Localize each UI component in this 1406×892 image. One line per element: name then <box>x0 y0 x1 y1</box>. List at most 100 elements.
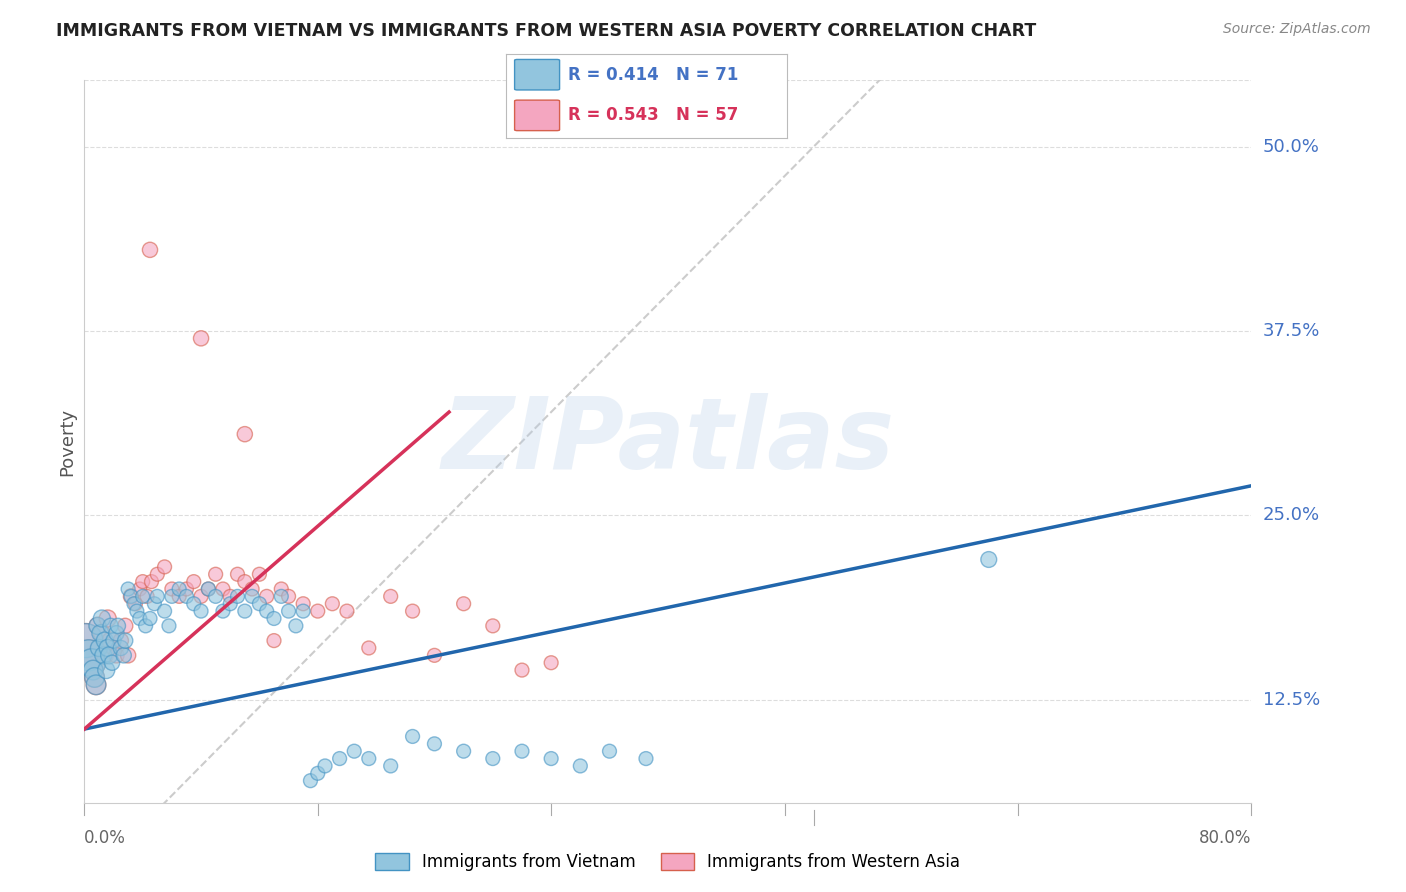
Text: 50.0%: 50.0% <box>1263 137 1320 155</box>
Point <box>80 656 103 670</box>
Point <box>270 582 292 596</box>
Point <box>128 611 150 625</box>
Text: 25.0%: 25.0% <box>1263 507 1320 524</box>
Point <box>167 590 190 604</box>
Point <box>380 759 402 773</box>
Point <box>299 773 322 788</box>
Point <box>233 427 256 442</box>
Text: Source: ZipAtlas.com: Source: ZipAtlas.com <box>1223 22 1371 37</box>
Legend: Immigrants from Vietnam, Immigrants from Western Asia: Immigrants from Vietnam, Immigrants from… <box>368 846 967 878</box>
Point <box>122 597 145 611</box>
Point <box>97 640 120 655</box>
Point <box>190 590 212 604</box>
Point <box>240 582 263 596</box>
Point <box>117 648 139 663</box>
Point <box>89 626 111 640</box>
Point <box>135 619 157 633</box>
Point <box>83 670 105 684</box>
Point <box>204 567 226 582</box>
Point <box>453 597 475 611</box>
Point <box>77 648 100 663</box>
Text: R = 0.543   N = 57: R = 0.543 N = 57 <box>568 106 738 124</box>
Point <box>249 597 271 611</box>
Point <box>176 590 198 604</box>
Point <box>160 582 183 596</box>
Point <box>114 633 136 648</box>
Point <box>212 604 235 618</box>
Point <box>226 590 249 604</box>
Point <box>132 574 155 589</box>
Point <box>96 663 118 677</box>
Point <box>146 567 169 582</box>
Point <box>190 604 212 618</box>
Point <box>292 604 315 618</box>
Point <box>101 656 124 670</box>
Point <box>110 633 132 648</box>
Point <box>100 619 122 633</box>
Point <box>256 604 278 618</box>
Point <box>307 604 329 618</box>
Point <box>143 597 166 611</box>
Point <box>87 640 110 655</box>
Point <box>401 730 423 744</box>
Point <box>226 567 249 582</box>
Point <box>120 590 142 604</box>
Point <box>153 560 176 574</box>
Point <box>86 619 108 633</box>
Point <box>124 597 146 611</box>
Point <box>219 590 242 604</box>
Point <box>343 744 366 758</box>
Point <box>97 611 120 625</box>
Point <box>599 744 621 758</box>
Point <box>103 640 125 655</box>
Point <box>329 751 352 765</box>
Point <box>87 640 110 655</box>
Point <box>82 663 104 677</box>
Point <box>114 619 136 633</box>
Point <box>98 648 121 663</box>
Point <box>86 619 108 633</box>
Point <box>80 656 103 670</box>
Point <box>75 633 97 648</box>
Point <box>84 678 107 692</box>
Point <box>83 670 105 684</box>
Point <box>204 590 226 604</box>
Point <box>117 582 139 596</box>
Point <box>132 590 155 604</box>
Point <box>110 640 132 655</box>
Point <box>128 582 150 596</box>
Point <box>453 744 475 758</box>
Point <box>233 604 256 618</box>
Point <box>82 663 104 677</box>
Point <box>510 744 533 758</box>
Point <box>136 590 159 604</box>
Point <box>482 751 505 765</box>
Point <box>141 574 163 589</box>
Point <box>167 582 190 596</box>
Point <box>233 574 256 589</box>
Point <box>380 590 402 604</box>
Point <box>105 648 128 663</box>
Point <box>240 590 263 604</box>
Point <box>540 751 562 765</box>
Point <box>263 611 285 625</box>
Point <box>634 751 657 765</box>
Point <box>105 626 128 640</box>
Point <box>139 611 162 625</box>
Point <box>183 574 205 589</box>
Text: ZIPatlas: ZIPatlas <box>441 393 894 490</box>
Point <box>277 604 299 618</box>
Point <box>91 648 114 663</box>
Point <box>107 619 129 633</box>
Point <box>160 590 183 604</box>
Point <box>100 633 122 648</box>
Point <box>197 582 219 596</box>
Point <box>183 597 205 611</box>
Point <box>977 552 1000 566</box>
Point <box>423 648 446 663</box>
Text: 80.0%: 80.0% <box>1199 830 1251 847</box>
Point <box>125 604 148 618</box>
Text: 37.5%: 37.5% <box>1263 322 1320 340</box>
Point <box>292 597 315 611</box>
Point <box>94 648 117 663</box>
